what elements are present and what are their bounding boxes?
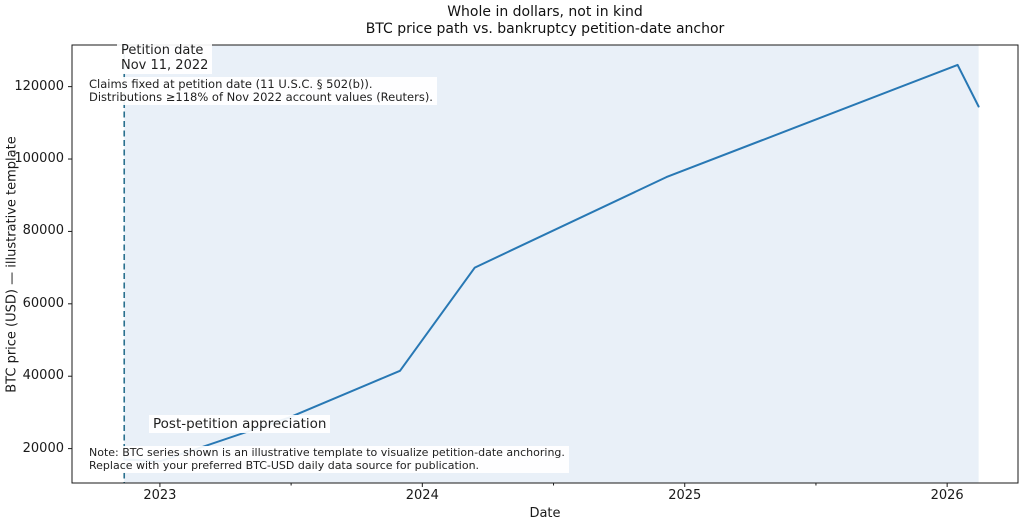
post-petition-annotation: Post-petition appreciation [149, 415, 331, 433]
data-source-note-line1: Note: BTC series shown is an illustrativ… [89, 446, 565, 459]
petition-date-annotation-line1: Petition date [121, 43, 204, 58]
x-tick-label: 2026 [930, 488, 964, 503]
x-tick-label: 2024 [405, 488, 439, 503]
claims-fixed-annotation: Claims fixed at petition date (11 U.S.C.… [85, 77, 437, 105]
post-petition-shaded-span [124, 45, 979, 483]
y-tick-label: 120000 [14, 78, 64, 94]
y-axis-label: BTC price (USD) — illustrative template [4, 136, 20, 393]
y-tick-label: 80000 [22, 223, 64, 239]
x-tick-label: 2025 [668, 488, 702, 503]
y-tick-label: 100000 [14, 151, 64, 167]
x-axis-label: Date [529, 506, 561, 521]
axes-spines [71, 44, 1019, 484]
claims-fixed-annotation-line2: Distributions ≥118% of Nov 2022 account … [89, 90, 433, 104]
y-tick-label: 40000 [22, 368, 64, 384]
petition-date-annotation: Petition date Nov 11, 2022 [117, 42, 213, 74]
chart-title-line1: Whole in dollars, not in kind [447, 4, 643, 20]
y-tick-label: 60000 [22, 295, 64, 311]
x-tick-label: 2023 [143, 488, 177, 503]
chart-title-line2: BTC price path vs. bankruptcy petition-d… [365, 21, 725, 37]
claims-fixed-annotation-line1: Claims fixed at petition date (11 U.S.C.… [89, 77, 373, 91]
petition-date-annotation-line2: Nov 11, 2022 [121, 58, 209, 73]
chart-title: Whole in dollars, not in kind BTC price … [72, 4, 1018, 38]
data-source-note: Note: BTC series shown is an illustrativ… [85, 446, 569, 473]
data-source-note-line2: Replace with your preferred BTC-USD dail… [89, 458, 480, 472]
y-tick-label: 20000 [22, 440, 64, 456]
